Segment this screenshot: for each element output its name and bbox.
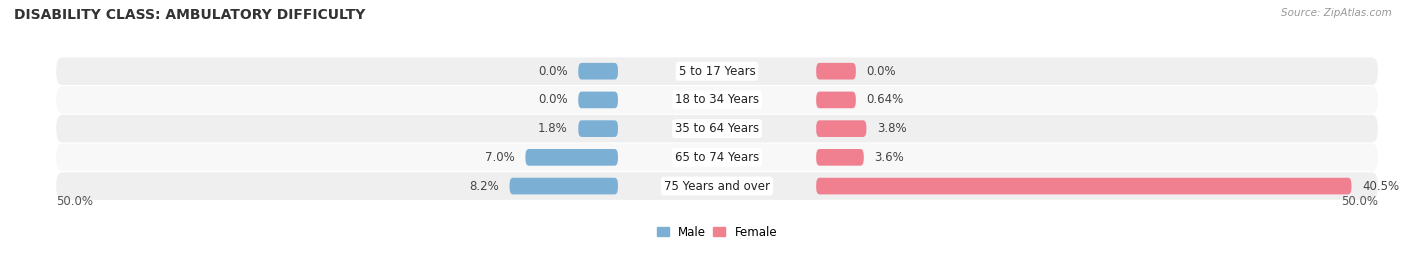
Text: 75 Years and over: 75 Years and over [664, 180, 770, 193]
Text: 0.0%: 0.0% [866, 65, 896, 78]
Text: 50.0%: 50.0% [1341, 195, 1378, 209]
FancyBboxPatch shape [56, 57, 1378, 85]
FancyBboxPatch shape [526, 149, 617, 166]
FancyBboxPatch shape [509, 178, 617, 194]
FancyBboxPatch shape [815, 178, 1351, 194]
FancyBboxPatch shape [815, 149, 863, 166]
Text: 3.8%: 3.8% [877, 122, 907, 135]
FancyBboxPatch shape [56, 115, 1378, 142]
Text: 18 to 34 Years: 18 to 34 Years [675, 94, 759, 106]
FancyBboxPatch shape [56, 144, 1378, 171]
FancyBboxPatch shape [815, 120, 866, 137]
FancyBboxPatch shape [578, 120, 617, 137]
Text: 0.0%: 0.0% [538, 65, 568, 78]
Text: 0.64%: 0.64% [866, 94, 904, 106]
Text: 7.0%: 7.0% [485, 151, 515, 164]
FancyBboxPatch shape [815, 92, 856, 108]
FancyBboxPatch shape [815, 63, 856, 80]
Text: 8.2%: 8.2% [470, 180, 499, 193]
FancyBboxPatch shape [578, 92, 617, 108]
FancyBboxPatch shape [56, 86, 1378, 114]
Text: Source: ZipAtlas.com: Source: ZipAtlas.com [1281, 8, 1392, 18]
Text: 35 to 64 Years: 35 to 64 Years [675, 122, 759, 135]
Text: 0.0%: 0.0% [538, 94, 568, 106]
Text: 5 to 17 Years: 5 to 17 Years [679, 65, 755, 78]
Text: 1.8%: 1.8% [538, 122, 568, 135]
Text: DISABILITY CLASS: AMBULATORY DIFFICULTY: DISABILITY CLASS: AMBULATORY DIFFICULTY [14, 8, 366, 22]
Legend: Male, Female: Male, Female [657, 225, 778, 239]
FancyBboxPatch shape [578, 63, 617, 80]
Text: 40.5%: 40.5% [1362, 180, 1399, 193]
FancyBboxPatch shape [56, 172, 1378, 200]
Text: 65 to 74 Years: 65 to 74 Years [675, 151, 759, 164]
Text: 50.0%: 50.0% [56, 195, 93, 209]
Text: 3.6%: 3.6% [875, 151, 904, 164]
